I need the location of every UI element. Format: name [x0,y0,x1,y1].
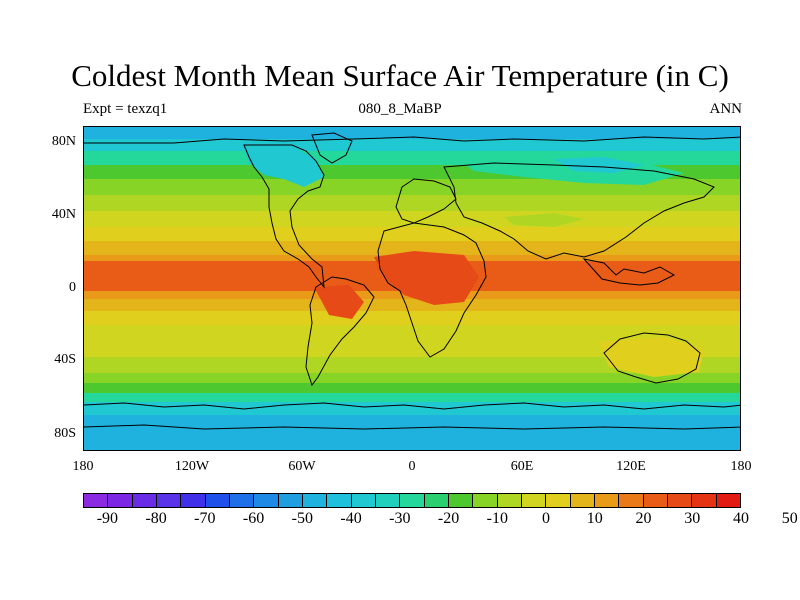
y-tick-40n: 40N [51,207,76,222]
region-north-america-cold [244,145,324,187]
map-canvas [84,127,740,450]
band-north-sub2 [84,227,740,241]
coast-asia [443,162,715,260]
colorbar-label: 50 [781,510,798,527]
colorbar-box [254,494,279,507]
colorbar-box [84,494,109,507]
colorbar-label: -60 [242,510,265,527]
experiment-label: Expt = texzq1 [83,101,168,117]
colorbar-box [473,494,498,507]
y-tick-80n: 80N [51,134,76,149]
colorbar-label: 40 [733,510,749,527]
colorbar-box [619,494,644,507]
colorbar-label: 10 [586,510,603,527]
colorbar-box [716,494,740,507]
x-tick-120e: 120E [616,459,646,474]
colorbar [83,493,741,508]
band-antarctic [84,415,740,450]
time-label: 080_8_MaBP [358,101,442,117]
colorbar-box [181,494,206,507]
colorbar-label: 30 [684,510,701,527]
coast-antarctica [84,402,740,410]
band-north-sub3 [84,241,740,255]
y-tick-80s: 80S [54,426,76,441]
coast-southeast-asia [582,258,676,286]
colorbar-box [546,494,571,507]
coast-antarctica-lower [84,424,740,430]
region-siberia-cold [454,153,684,185]
band-north-sub1 [84,211,740,227]
band-south-mid1 [84,357,740,373]
region-antarctic-cold [84,402,740,415]
colorbar-label: -70 [194,510,216,527]
x-tick-180w: 180 [72,459,94,474]
colorbar-label: -10 [486,510,508,527]
x-tick-0: 0 [408,459,416,474]
colorbar-box [448,494,474,507]
x-tick-60w: 60W [288,459,316,474]
season-label: ANN [709,101,743,117]
colorbar-label: -90 [96,510,119,527]
x-tick-120w: 120W [174,459,210,474]
band-arctic [84,139,740,151]
coast-africa [377,222,487,358]
colorbar-box [156,494,182,507]
colorbar-box [594,494,620,507]
region-siberia-deep [554,157,644,173]
coast-australia [603,332,701,384]
coast-greenland [311,132,353,164]
colorbar-box [570,494,595,507]
region-australia-warm [599,337,704,377]
band-north-mid3 [84,195,740,211]
x-tick-180e: 180 [730,459,752,474]
colorbar-box [643,494,668,507]
colorbar-label: -40 [340,510,362,527]
colorbar-box [108,494,133,507]
band-south-mid2 [84,373,740,383]
colorbar-box [132,494,157,507]
band-south-sub1 [84,299,740,311]
region-tibet-cool [504,213,584,227]
colorbar-label: 0 [542,510,551,527]
colorbar-box [205,494,230,507]
temperature-map [83,126,741,451]
colorbar-box [278,494,303,507]
band-north-mid2 [84,179,740,195]
colorbar-box [229,494,255,507]
region-southamerica-hot [314,285,364,319]
band-arctic-top [84,127,740,139]
colorbar-box [327,494,352,507]
colorbar-box [692,494,717,507]
coastlines [84,132,740,430]
coast-europe [395,178,457,224]
colorbar-label: -30 [389,510,411,527]
colorbar-box [521,494,547,507]
colorbar-box [400,494,425,507]
colorbar-box [424,494,449,507]
band-south-sub2 [84,311,740,325]
colorbar-box [497,494,522,507]
x-tick-60e: 60E [510,459,534,474]
colorbar-label: -80 [145,510,167,527]
y-tick-40s: 40S [54,352,76,367]
colorbar-box [351,494,376,507]
colorbar-box [302,494,328,507]
colorbar-label: -50 [291,510,313,527]
colorbar-label: -20 [437,510,460,527]
y-tick-0: 0 [69,280,76,295]
chart-title: Coldest Month Mean Surface Air Temperatu… [71,58,729,93]
coast-arctic-north [84,136,740,144]
colorbar-label: 20 [635,510,652,527]
coast-north-america [243,144,325,289]
coast-south-america [305,276,375,387]
colorbar-box [375,494,401,507]
band-south-mid3 [84,383,740,393]
colorbar-box [667,494,693,507]
